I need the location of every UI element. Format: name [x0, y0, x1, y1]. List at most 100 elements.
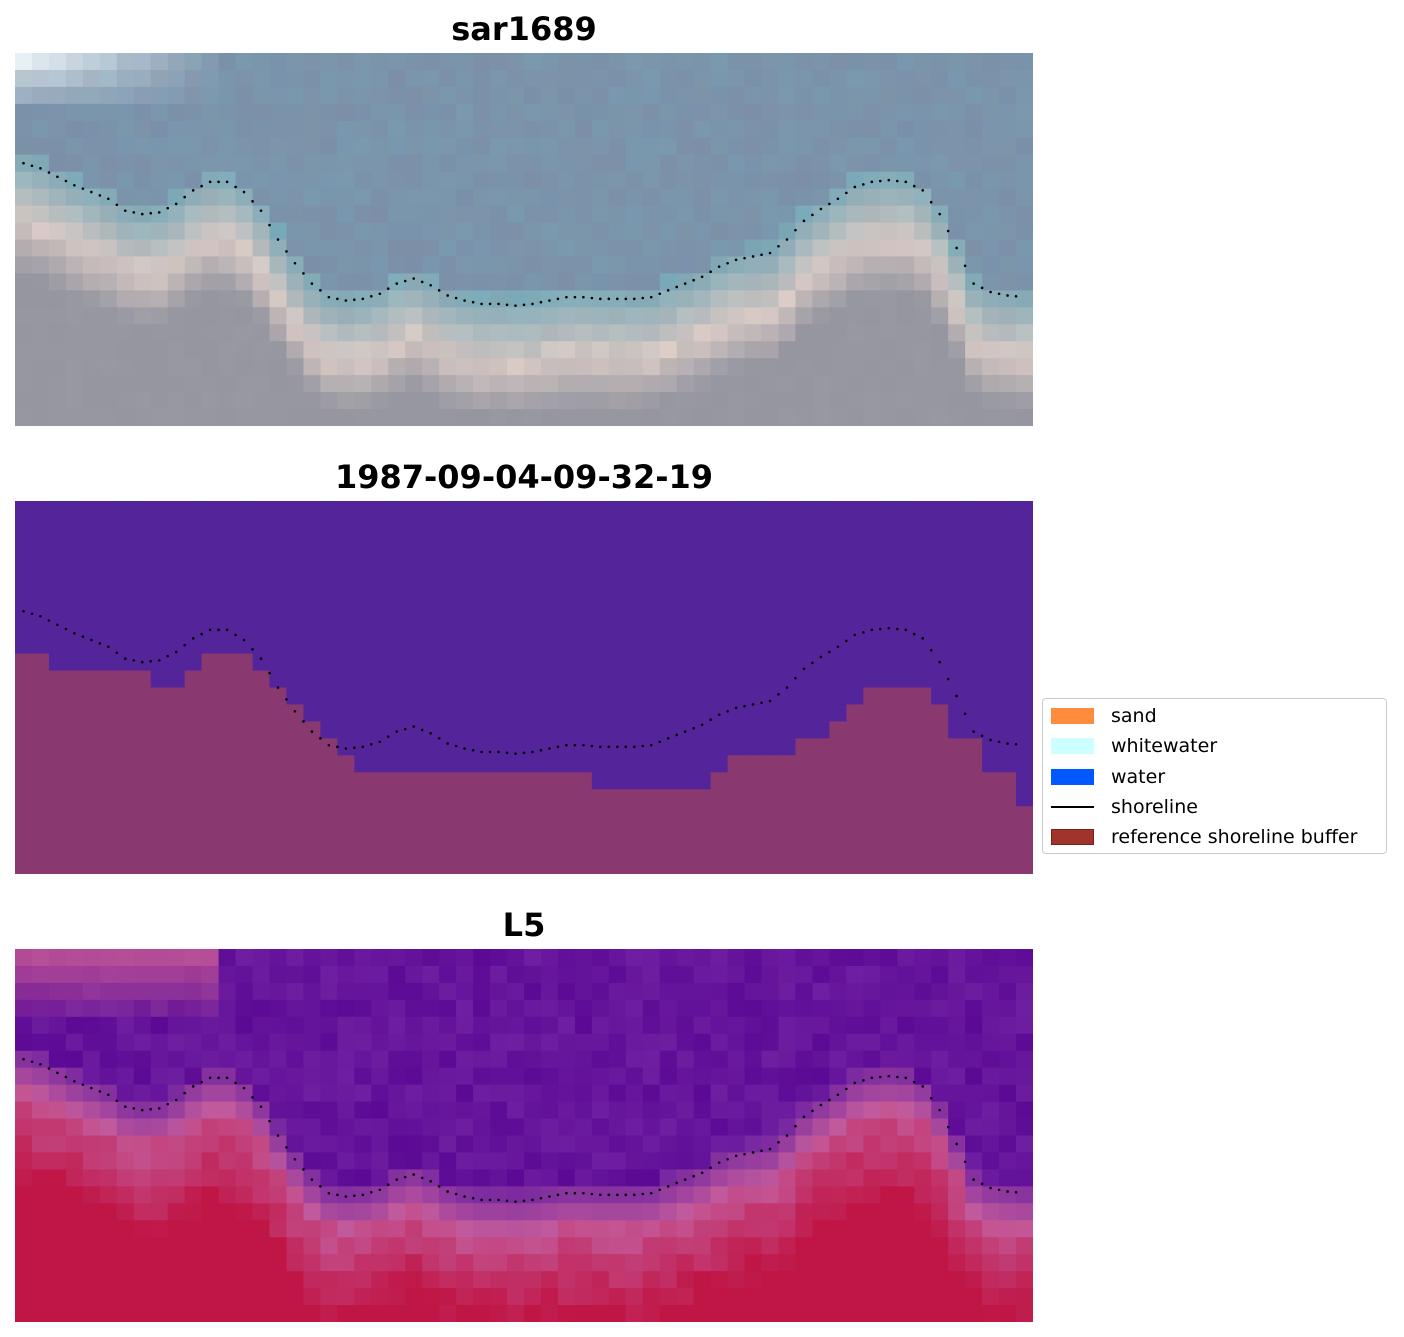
index-cell — [540, 1169, 559, 1187]
shoreline-point — [47, 619, 51, 622]
shoreline-point — [132, 1107, 136, 1110]
rgb-cell — [354, 324, 372, 342]
index-cell — [167, 1084, 186, 1103]
class-cell — [625, 602, 644, 621]
rgb-cell — [676, 103, 695, 122]
shoreline-point — [302, 720, 305, 723]
index-cell — [778, 1305, 797, 1322]
rgb-cell — [914, 69, 932, 88]
index-cell — [201, 1101, 220, 1120]
index-cell — [473, 1118, 491, 1137]
class-cell — [133, 534, 152, 553]
shoreline-point — [751, 255, 755, 258]
index-cell — [82, 1135, 101, 1154]
index-cell — [286, 1033, 305, 1052]
class-cell — [965, 568, 983, 587]
shoreline-point — [819, 207, 823, 211]
index-cell — [337, 1067, 355, 1086]
rgb-cell — [456, 273, 474, 291]
class-cell — [557, 636, 576, 655]
class-cell — [761, 721, 780, 739]
rgb-cell — [388, 307, 406, 325]
rgb-cell — [320, 137, 338, 156]
index-cell — [625, 1050, 644, 1069]
index-cell — [269, 1169, 288, 1187]
rgb-cell — [337, 222, 355, 241]
class-cell — [507, 704, 525, 722]
index-cell — [744, 1135, 763, 1154]
index-cell — [693, 1067, 712, 1086]
class-cell — [778, 840, 797, 858]
index-cell — [337, 949, 355, 967]
index-cell — [931, 1118, 949, 1137]
index-cell — [540, 1288, 559, 1306]
class-cell — [320, 721, 338, 739]
index-cell — [744, 1101, 763, 1120]
index-cell — [693, 1101, 712, 1120]
shoreline-point — [480, 302, 483, 306]
class-cell — [82, 772, 101, 790]
rgb-cell — [65, 154, 84, 173]
index-cell — [897, 1101, 915, 1120]
index-cell — [931, 1220, 949, 1238]
rgb-cell — [31, 256, 50, 274]
index-cell — [82, 1203, 101, 1221]
index-cell — [1016, 1050, 1033, 1069]
class-cell — [931, 517, 949, 536]
rgb-cell — [557, 154, 576, 173]
index-cell — [761, 1152, 780, 1170]
index-cell — [490, 1288, 508, 1306]
index-cell — [642, 1084, 661, 1103]
rgb-cell — [999, 205, 1017, 224]
shoreline-point — [73, 183, 76, 187]
index-cell — [235, 982, 254, 1001]
class-cell — [303, 704, 321, 722]
rgb-cell — [659, 137, 678, 156]
rgb-cell — [456, 137, 474, 156]
shoreline-point — [904, 180, 908, 184]
class-cell — [846, 687, 864, 706]
rgb-cell — [965, 375, 983, 393]
rgb-cell — [150, 256, 169, 274]
class-cell — [150, 636, 169, 655]
class-cell — [65, 534, 84, 553]
rgb-cell — [490, 341, 508, 359]
rgb-cell — [82, 341, 101, 359]
class-cell — [337, 687, 355, 706]
rgb-cell — [812, 290, 830, 308]
class-cell — [863, 501, 881, 519]
rgb-cell — [286, 120, 305, 139]
index-cell — [133, 982, 152, 1001]
class-cell — [252, 755, 271, 773]
class-cell — [710, 670, 729, 689]
index-cell — [269, 1084, 288, 1103]
rgb-cell — [659, 375, 678, 393]
shoreline-point — [641, 744, 645, 748]
shoreline-point — [938, 1108, 941, 1112]
shoreline-point — [1014, 743, 1018, 746]
class-cell — [574, 653, 593, 672]
rgb-cell — [778, 392, 797, 410]
index-cell — [795, 1118, 814, 1137]
shoreline-point — [887, 1074, 891, 1078]
index-cell — [795, 1237, 814, 1255]
index-cell — [778, 1101, 797, 1120]
class-cell — [405, 517, 423, 536]
index-cell — [761, 1084, 780, 1103]
class-cell — [676, 551, 695, 570]
index-cell — [133, 1186, 152, 1204]
class-cell — [557, 517, 576, 536]
class-cell — [473, 738, 491, 756]
index-cell — [540, 999, 559, 1018]
class-cell — [591, 857, 610, 874]
class-cell — [540, 653, 559, 672]
class-cell — [812, 823, 830, 841]
index-cell — [693, 1084, 712, 1103]
shoreline-dots — [22, 609, 1018, 755]
rgb-cell — [897, 69, 915, 88]
index-cell — [354, 949, 372, 967]
index-cell — [540, 1305, 559, 1322]
rgb-cell — [48, 256, 67, 274]
rgb-cell — [286, 103, 305, 122]
rgb-cell — [48, 53, 67, 71]
